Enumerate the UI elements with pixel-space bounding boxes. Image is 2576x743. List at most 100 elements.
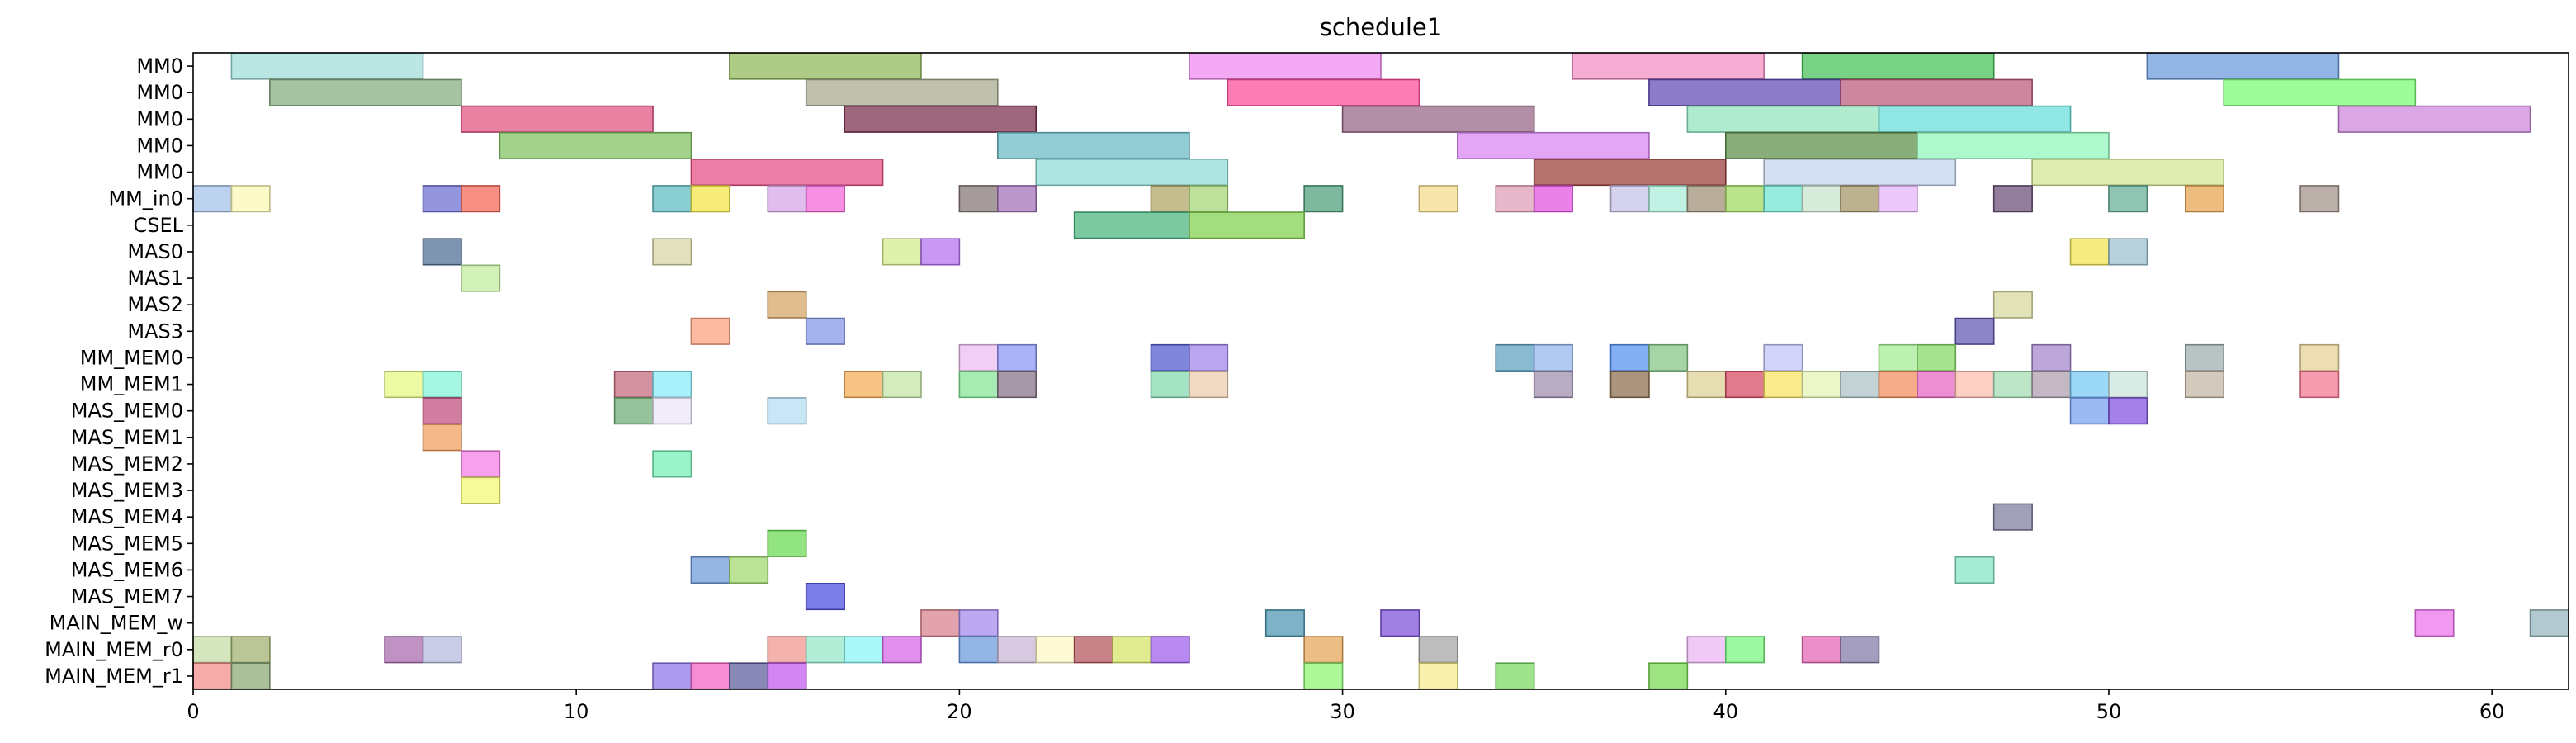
task-bar: [1840, 185, 1880, 213]
task-bar: [1533, 371, 1573, 399]
y-tick-label: MAIN_MEM_r0: [45, 638, 183, 661]
task-bar: [2031, 371, 2072, 399]
task-bar: [230, 185, 271, 213]
task-bar: [1150, 371, 1190, 399]
task-bar: [1992, 185, 2033, 213]
task-bar: [882, 636, 922, 664]
task-bar: [2108, 397, 2148, 425]
task-bar: [958, 185, 999, 213]
task-bar: [1457, 131, 1650, 159]
task-bar: [192, 662, 233, 690]
y-tick-label: MM_in0: [108, 187, 183, 211]
y-tick-label: MAS_MEM3: [71, 479, 183, 502]
task-bar: [613, 397, 654, 425]
task-bar: [767, 291, 807, 319]
x-tick-label: 30: [1330, 700, 1355, 723]
task-bar: [1533, 159, 1727, 187]
task-bar: [1150, 343, 1190, 372]
y-tick-label: MM0: [136, 81, 183, 104]
task-bar: [192, 185, 233, 213]
task-bar: [1686, 636, 1727, 664]
task-bar: [805, 636, 845, 664]
x-axis: 0 10 20 30 40 50 60: [187, 689, 2504, 723]
task-bar: [1150, 636, 1190, 664]
task-bar: [1035, 159, 1229, 187]
y-tick-label: MM0: [136, 54, 183, 78]
task-bar: [1035, 636, 1075, 664]
task-bar: [729, 52, 922, 80]
task-bar: [384, 636, 424, 664]
task-bar: [1801, 185, 1841, 213]
task-bar: [652, 662, 692, 690]
task-bar: [652, 238, 692, 266]
task-bar: [1917, 371, 1957, 399]
task-bar: [2031, 159, 2225, 187]
task-bar: [1954, 556, 1995, 584]
task-bar: [499, 131, 692, 159]
task-bar: [2069, 371, 2110, 399]
task-bar: [920, 238, 961, 266]
task-bar: [1073, 211, 1190, 239]
task-bar: [690, 556, 730, 584]
task-bar: [690, 159, 884, 187]
task-bar: [461, 476, 501, 504]
task-bar: [1954, 371, 1995, 399]
y-tick-label: MM_MEM0: [80, 346, 183, 369]
y-tick-label: MAS_MEM5: [71, 532, 183, 555]
task-bar: [2337, 105, 2531, 133]
task-bar: [1878, 185, 1918, 213]
task-bar: [2146, 52, 2340, 80]
task-bar: [1648, 343, 1689, 372]
task-bar: [1418, 662, 1458, 690]
task-bar: [2529, 609, 2569, 637]
task-bar: [767, 529, 807, 557]
task-bar: [882, 371, 922, 399]
task-bar: [1150, 185, 1190, 213]
task-bar: [958, 371, 999, 399]
x-tick-label: 0: [187, 700, 199, 723]
task-bar: [1609, 371, 1650, 399]
task-bar: [805, 185, 845, 213]
task-bar: [1609, 185, 1650, 213]
task-bar: [652, 450, 692, 478]
task-bar: [1303, 662, 1344, 690]
task-bar: [422, 185, 462, 213]
task-bar: [230, 52, 424, 80]
task-bar: [920, 609, 961, 637]
task-bar: [1189, 52, 1382, 80]
task-bar: [958, 636, 999, 664]
y-tick-label: MAS_MEM1: [71, 426, 183, 449]
task-bar: [2031, 343, 2072, 372]
task-bar: [422, 636, 462, 664]
y-tick-label: MAS_MEM6: [71, 558, 183, 581]
y-tick-label: MAS2: [127, 293, 183, 316]
task-bar: [1840, 78, 2033, 106]
x-tick-label: 10: [564, 700, 589, 723]
task-bar: [997, 131, 1190, 159]
task-bar: [1724, 371, 1765, 399]
task-bar: [1724, 131, 1918, 159]
y-tick-label: MAIN_MEM_w: [50, 612, 183, 635]
task-bar: [805, 583, 845, 611]
task-bar: [2185, 371, 2225, 399]
task-bar: [1418, 185, 1458, 213]
y-tick-label: MAS_MEM7: [71, 585, 183, 608]
task-bar: [1648, 185, 1689, 213]
task-bar: [690, 317, 730, 345]
task-bar: [422, 238, 462, 266]
task-bar: [422, 371, 462, 399]
task-bar: [1954, 317, 1995, 345]
y-tick-label: MAS3: [127, 319, 183, 343]
task-bar: [1495, 662, 1535, 690]
task-bar: [882, 238, 922, 266]
task-bar: [1418, 636, 1458, 664]
task-bar: [1264, 609, 1305, 637]
task-bar: [1992, 291, 2033, 319]
task-bar: [2299, 343, 2340, 372]
y-tick-label: MAS1: [127, 267, 183, 290]
y-tick-label: MM0: [136, 134, 183, 157]
task-bar: [1495, 343, 1535, 372]
task-bar: [690, 662, 730, 690]
